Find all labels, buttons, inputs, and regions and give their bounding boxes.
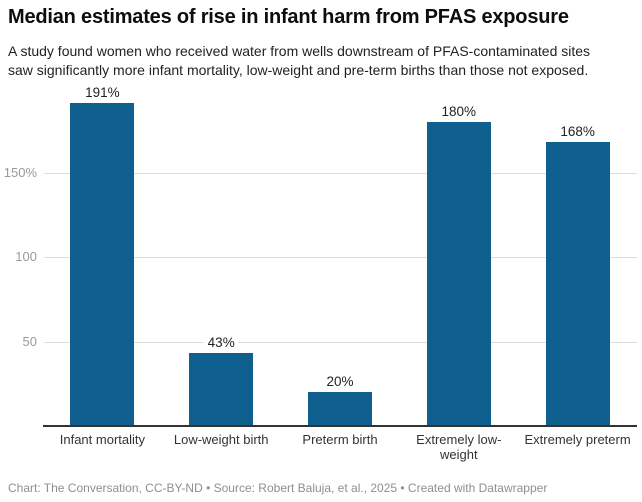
y-axis-tick-label: 100 bbox=[15, 249, 37, 264]
gridline bbox=[44, 257, 637, 258]
y-axis-tick-label: 50 bbox=[22, 333, 37, 349]
bar bbox=[308, 392, 372, 426]
bar-value-label: 20% bbox=[322, 374, 358, 390]
gridline bbox=[44, 341, 637, 343]
x-axis-category-label: Extremely preterm bbox=[524, 432, 631, 447]
gridline bbox=[44, 172, 637, 174]
chart-subtitle: A study found women who received water f… bbox=[8, 42, 590, 80]
x-axis-category-label: Infant mortality bbox=[59, 432, 146, 447]
x-axis-labels: Infant mortality Low-weight birth Preterm … bbox=[43, 432, 637, 472]
x-axis-category-label: Preterm birth bbox=[302, 432, 378, 447]
plot-area: 191% 43% 20% 180% 168% bbox=[43, 85, 637, 427]
chart-footer: Chart: The Conversation, CC-BY-ND • Sour… bbox=[8, 481, 548, 495]
bar bbox=[545, 142, 610, 426]
chart-subtitle-line-2: saw significantly more infant mortality,… bbox=[8, 62, 589, 78]
x-axis-baseline bbox=[43, 425, 637, 427]
y-axis-tick-label: 150% bbox=[3, 164, 37, 180]
bar bbox=[70, 103, 135, 426]
x-axis-category-label: Low-weight birth bbox=[173, 432, 269, 447]
bar-value-label: 191% bbox=[81, 85, 124, 101]
bar-value-label: 168% bbox=[556, 124, 599, 140]
bar bbox=[189, 353, 254, 426]
chart-title: Median estimates of rise in infant harm … bbox=[8, 6, 569, 28]
x-axis-category-label: Extremely low-weight bbox=[416, 432, 502, 462]
bar-value-label: 43% bbox=[203, 335, 239, 351]
y-axis: 50 100 150% bbox=[0, 88, 37, 426]
chart-subtitle-line-1: A study found women who received water f… bbox=[8, 43, 591, 59]
bar-value-label: 180% bbox=[437, 103, 481, 119]
bar bbox=[426, 121, 491, 426]
